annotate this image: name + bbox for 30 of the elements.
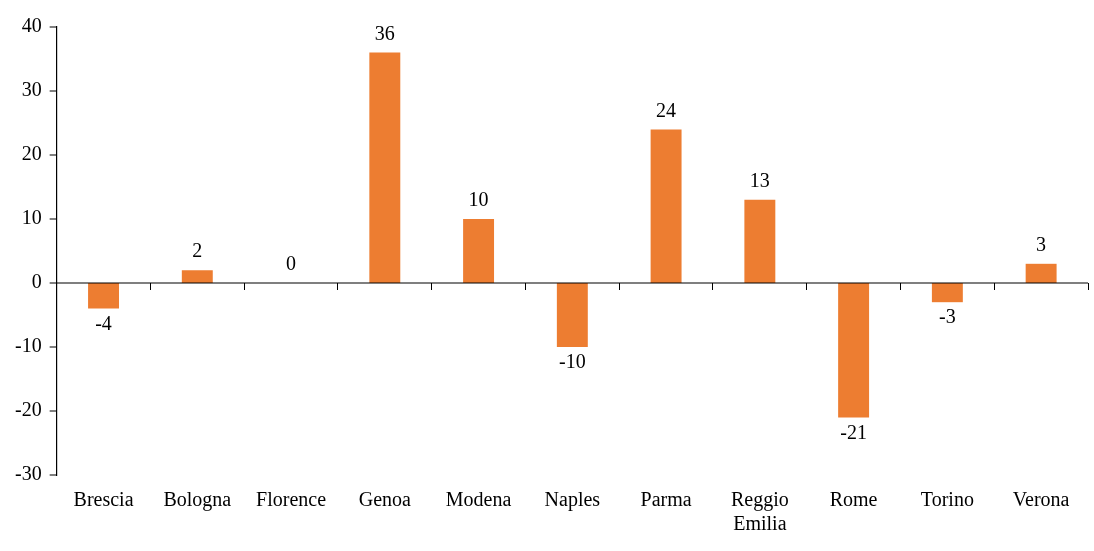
y-tick-label: -10 [14,334,42,357]
x-tick-label: Torino [920,488,974,511]
y-tick-label: 30 [21,78,42,101]
data-label: -10 [558,350,586,373]
x-tick-label: Modena [445,488,512,511]
data-label: 36 [374,21,395,44]
y-tick-label: 0 [31,270,42,293]
x-tick-label: Genoa [358,488,412,511]
data-label: -3 [939,305,956,328]
x-tick-label: Bologna [163,488,232,512]
x-tick-label: Florence [256,488,327,511]
x-tick-label: Naples [544,488,601,512]
data-label: 3 [1036,233,1047,256]
y-tick-label: -30 [14,462,42,485]
y-tick-label: -20 [14,398,42,421]
x-tick-label: Reggio Emilia [730,488,789,535]
data-label: 13 [749,169,770,192]
data-label: 2 [192,239,203,262]
data-label: 0 [286,252,297,275]
data-label: -21 [840,420,867,443]
y-tick-label: 20 [21,142,42,165]
x-tick-label: Brescia [73,488,134,511]
data-label: 24 [656,98,677,121]
x-tick-label: Parma [640,488,692,511]
x-tick-label: Rome [829,488,878,511]
y-tick-label: 10 [21,206,42,229]
x-tick-label: Verona [1012,488,1070,511]
data-label: 10 [468,188,489,211]
data-label: -4 [95,311,112,334]
y-tick-label: 40 [21,14,42,37]
